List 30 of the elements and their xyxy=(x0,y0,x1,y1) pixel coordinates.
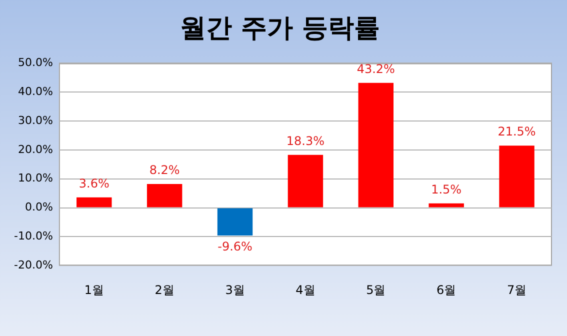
bar xyxy=(499,146,534,208)
data-label: 3.6% xyxy=(78,176,110,190)
x-tick-label: 5월 xyxy=(366,282,386,297)
y-tick-label: 10.0% xyxy=(18,172,53,185)
bar xyxy=(428,203,464,208)
bar xyxy=(288,154,324,208)
data-label: 21.5% xyxy=(498,124,536,139)
x-tick-label: 6월 xyxy=(436,282,456,297)
y-tick-label: -20.0% xyxy=(14,258,53,272)
x-tick-label: 3월 xyxy=(225,282,245,297)
bar xyxy=(358,82,394,208)
data-label: 8.2% xyxy=(149,163,180,178)
y-tick-label: 20.0% xyxy=(18,142,53,156)
y-tick-label: 0.0% xyxy=(24,200,53,214)
data-label: -9.6% xyxy=(218,240,252,254)
y-tick-label: -10.0% xyxy=(14,230,53,243)
data-label: 1.5% xyxy=(431,182,462,197)
bar xyxy=(217,208,253,236)
x-tick-label: 7월 xyxy=(506,282,527,297)
x-tick-label: 2월 xyxy=(154,282,174,297)
bar xyxy=(146,184,182,208)
data-label: 18.3% xyxy=(286,134,325,148)
x-tick-label: 1월 xyxy=(84,282,104,297)
data-label: 43.2% xyxy=(356,62,395,76)
y-tick-label: 40.0% xyxy=(18,84,53,98)
x-tick-label: 4월 xyxy=(296,282,316,297)
bar xyxy=(76,197,112,208)
y-tick-label: 50.0% xyxy=(18,56,53,70)
y-tick-label: 30.0% xyxy=(18,114,53,127)
chart-title: 월간 주가 등락률 xyxy=(180,13,380,44)
